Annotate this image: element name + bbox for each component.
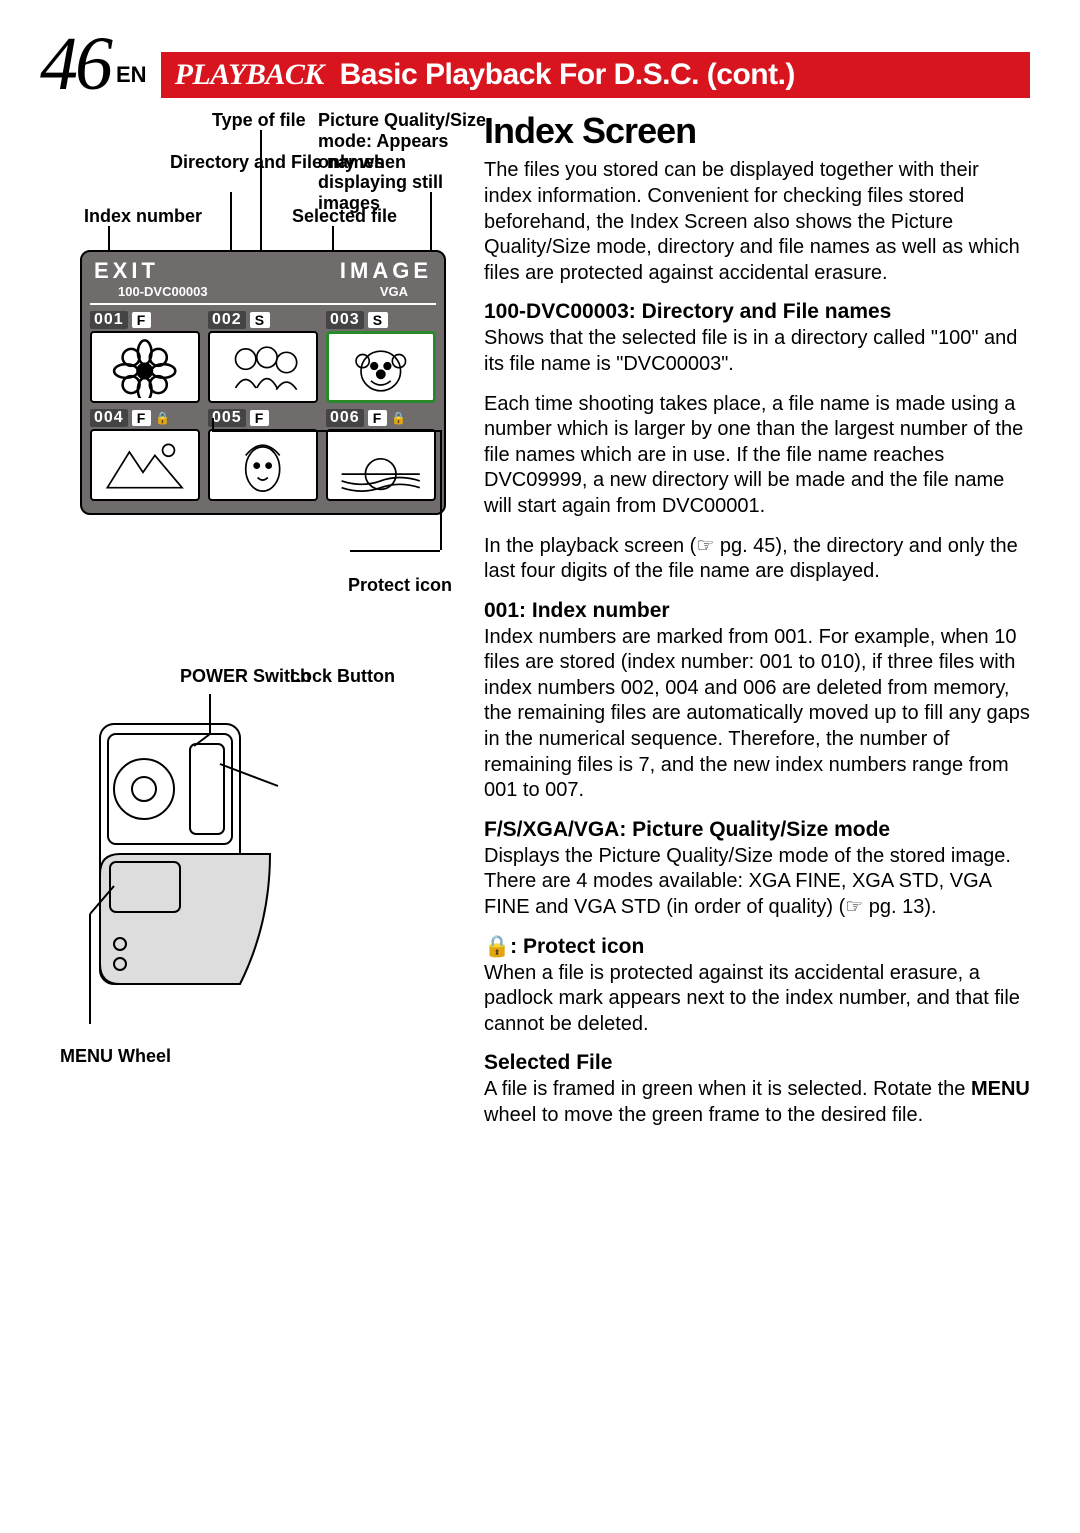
- section-heading: Selected File: [484, 1051, 1030, 1075]
- section-paragraph: A file is framed in green when it is sel…: [484, 1077, 1030, 1128]
- thumbnail-image: [90, 429, 200, 501]
- page-header: 46 EN PLAYBACK Basic Playback For D.S.C.…: [40, 30, 1030, 98]
- thumbnail-mode: F: [132, 312, 152, 328]
- section-heading-text: F/S/XGA/VGA: Picture Quality/Size mode: [484, 818, 890, 841]
- section-paragraph: Shows that the selected file is in a dir…: [484, 326, 1030, 377]
- thumbnail-label: 003S: [326, 311, 436, 329]
- thumbnail-label: 004F🔒: [90, 409, 200, 427]
- thumbnail-mode: F: [250, 410, 270, 426]
- thumbnail-label: 002S: [208, 311, 318, 329]
- lock-icon: 🔒: [391, 411, 407, 425]
- thumbnail-image: [90, 331, 200, 403]
- section-paragraph: In the playback screen (☞ pg. 45), the d…: [484, 534, 1030, 585]
- thumbnail-index: 004: [90, 409, 128, 427]
- section-paragraph: When a file is protected against its acc…: [484, 961, 1030, 1038]
- thumbnail-index: 003: [326, 311, 364, 329]
- section-paragraph: Each time shooting takes place, a file n…: [484, 392, 1030, 520]
- index-diagram-area: Type of file Directory and File names In…: [40, 110, 460, 596]
- header-rest-text: Basic Playback For D.S.C. (cont.): [340, 58, 795, 91]
- thumbnail-cell: 006F🔒: [326, 409, 436, 501]
- callout-lock-button: Lock Button: [290, 666, 395, 687]
- thumbnail-index: 006: [326, 409, 364, 427]
- thumbnail-image: [326, 331, 436, 403]
- index-screen-intro: The files you stored can be displayed to…: [484, 158, 1030, 286]
- section-paragraph: Index numbers are marked from 001. For e…: [484, 625, 1030, 804]
- thumbnail-image: [326, 429, 436, 501]
- padlock-icon: 🔒: [484, 935, 510, 958]
- header-playback: PLAYBACK: [175, 58, 324, 91]
- section-paragraph: Displays the Picture Quality/Size mode o…: [484, 844, 1030, 921]
- thumbnail-mode: S: [368, 312, 388, 328]
- callout-pic-quality: Picture Quality/Size mode: Appears only …: [318, 110, 488, 213]
- thumbnail-label: 006F🔒: [326, 409, 436, 427]
- section-heading: F/S/XGA/VGA: Picture Quality/Size mode: [484, 818, 1030, 842]
- callout-index-number: Index number: [84, 206, 202, 227]
- section-heading: 001: Index number: [484, 599, 1030, 623]
- text-content: Index Screen The files you stored can be…: [484, 110, 1030, 1142]
- camera-svg: [60, 694, 320, 1034]
- section-heading: 🔒: Protect icon: [484, 935, 1030, 959]
- thumbnail-mode: F: [132, 410, 152, 426]
- thumbnail-cell: 004F🔒: [90, 409, 200, 501]
- thumbnail-index: 005: [208, 409, 246, 427]
- diagram-vga: VGA: [380, 284, 408, 299]
- callout-menu-wheel: MENU Wheel: [60, 1046, 171, 1067]
- thumbnail-mode: F: [368, 410, 388, 426]
- callout-protect-icon: Protect icon: [40, 575, 452, 596]
- diagram-dir-file: 100-DVC00003: [118, 284, 208, 299]
- section-heading-text: 100-DVC00003: Directory and File names: [484, 300, 891, 323]
- header-rest: [332, 58, 340, 91]
- thumbnail-index: 002: [208, 311, 246, 329]
- diagram-exit: EXIT: [94, 258, 159, 284]
- thumbnail-mode: S: [250, 312, 270, 328]
- section-heading-text: Selected File: [484, 1051, 612, 1074]
- thumbnail-cell: 003S: [326, 311, 436, 403]
- header-bar: PLAYBACK Basic Playback For D.S.C. (cont…: [161, 52, 1030, 98]
- thumbnail-cell: 005F: [208, 409, 318, 501]
- index-screen-title: Index Screen: [484, 110, 1030, 152]
- page-number: 46: [40, 30, 110, 98]
- thumbnail-cell: 002S: [208, 311, 318, 403]
- thumbnail-label: 001F: [90, 311, 200, 329]
- thumbnail-label: 005F: [208, 409, 318, 427]
- callout-type-of-file: Type of file: [212, 110, 306, 131]
- diagram-image: IMAGE: [340, 258, 432, 284]
- camera-illustration: POWER Switch Lock Button MENU Wheel: [60, 666, 440, 1086]
- thumbnail-image: [208, 429, 318, 501]
- lock-icon: 🔒: [155, 411, 171, 425]
- lang-label: EN: [116, 62, 147, 88]
- thumbnail-grid: 001F002S003S004F🔒005F006F🔒: [90, 311, 436, 501]
- section-heading-text: : Protect icon: [510, 935, 644, 958]
- callout-selected-file: Selected file: [292, 206, 397, 227]
- thumbnail-image: [208, 331, 318, 403]
- thumbnail-cell: 001F: [90, 311, 200, 403]
- index-diagram: EXIT IMAGE 100-DVC00003 VGA 001F002S003S…: [80, 250, 446, 515]
- section-heading-text: 001: Index number: [484, 599, 670, 622]
- section-heading: 100-DVC00003: Directory and File names: [484, 300, 1030, 324]
- thumbnail-index: 001: [90, 311, 128, 329]
